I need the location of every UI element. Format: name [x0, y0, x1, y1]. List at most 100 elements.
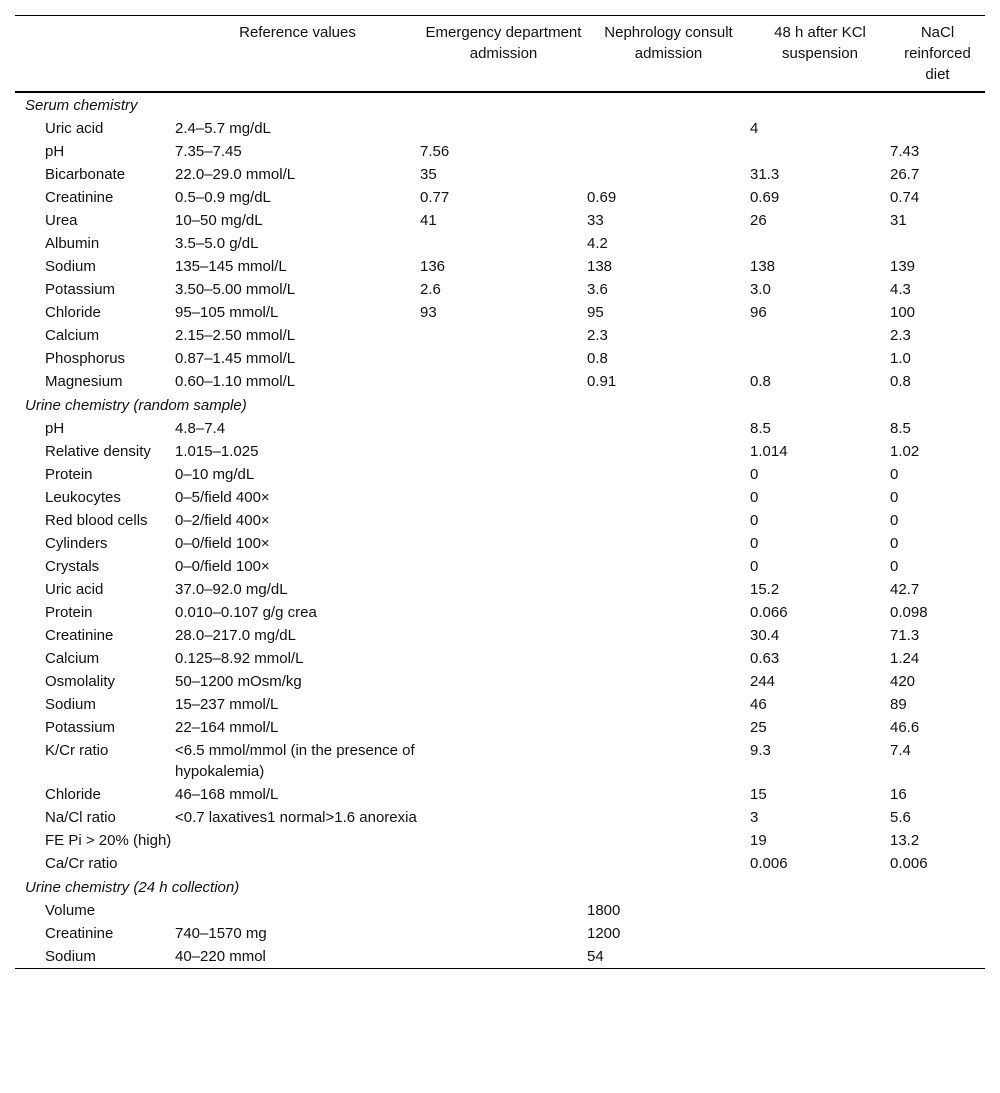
parameter: Calcium	[45, 327, 100, 344]
nacl-cell	[890, 922, 985, 945]
nephrology-cell: 1200	[587, 925, 621, 942]
kcl-cell: 15.2	[750, 581, 780, 598]
reference-cell: 37.0–92.0 mg/dL	[175, 581, 288, 598]
section-row: Urine chemistry (24 h collection)	[15, 875, 985, 899]
parameter: Uric acid	[45, 581, 104, 598]
ed-cell	[420, 783, 587, 806]
ed-cell	[420, 922, 587, 945]
kcl-cell: 0.69	[750, 189, 780, 206]
nephrology-cell	[587, 509, 750, 532]
ed-cell: 41	[420, 212, 437, 229]
table-header: Reference values Emergency department adm…	[15, 16, 985, 93]
nephrology-cell: 4.2	[587, 235, 608, 252]
section-row: Serum chemistry	[15, 92, 985, 117]
reference-cell: 0–2/field 400×	[175, 512, 270, 529]
reference-cell: 22–164 mmol/L	[175, 719, 279, 736]
data-row: Relative density 1.015–1.025 1.014 1.02	[15, 440, 985, 463]
data-row: Chloride 46–168 mmol/L 15 16	[15, 783, 985, 806]
section-row: Urine chemistry (random sample)	[15, 393, 985, 417]
kcl-cell	[750, 899, 890, 922]
kcl-cell: 8.5	[750, 420, 771, 437]
data-row: Chloride 95–105 mmol/L 93 95 96 100	[15, 301, 985, 324]
kcl-cell	[750, 140, 890, 163]
nacl-cell: 0	[890, 558, 899, 575]
ed-cell	[420, 852, 587, 875]
data-row: Protein 0–10 mg/dL 0 0	[15, 463, 985, 486]
kcl-cell: 0	[750, 535, 759, 552]
nacl-cell: 100	[890, 304, 916, 321]
data-row: Creatinine 0.5–0.9 mg/dL 0.77 0.69 0.69 0.74	[15, 186, 985, 209]
reference-cell: 40–220 mmol	[175, 948, 266, 965]
data-row: Magnesium 0.60–1.10 mmol/L 0.91 0.8 0.8	[15, 370, 985, 393]
reference-cell: 46–168 mmol/L	[175, 786, 279, 803]
nephrology-cell: 0.91	[587, 373, 617, 390]
parameter: Magnesium	[45, 373, 123, 390]
lab-table: Reference values Emergency department adm…	[15, 15, 985, 969]
data-row: Bicarbonate 22.0–29.0 mmol/L 35 31.3 26.7	[15, 163, 985, 186]
reference-cell: 28.0–217.0 mg/dL	[175, 627, 296, 644]
kcl-cell: 0	[750, 489, 759, 506]
nacl-cell: 0.8	[890, 373, 911, 390]
ed-cell	[420, 440, 587, 463]
parameter: pH	[45, 420, 65, 437]
reference-cell: 95–105 mmol/L	[175, 304, 279, 321]
ed-cell	[420, 463, 587, 486]
reference-cell: 2.15–2.50 mmol/L	[175, 327, 296, 344]
parameter: Osmolality	[45, 673, 116, 690]
ed-cell	[420, 347, 587, 370]
data-row: Cylinders 0–0/field 100× 0 0	[15, 532, 985, 555]
reference-cell: 0–0/field 100×	[175, 535, 270, 552]
data-row: Sodium 40–220 mmol 54	[15, 945, 985, 969]
kcl-cell: 96	[750, 304, 767, 321]
kcl-cell: 31.3	[750, 166, 780, 183]
parameter: Creatinine	[45, 627, 114, 644]
ed-cell	[420, 739, 587, 783]
nacl-cell: 0	[890, 512, 899, 529]
nephrology-cell	[587, 486, 750, 509]
ed-cell	[420, 693, 587, 716]
data-row: Volume 1800	[15, 899, 985, 922]
nacl-cell: 420	[890, 673, 916, 690]
parameter: Leukocytes	[45, 489, 121, 506]
kcl-cell: 0.8	[750, 373, 771, 390]
data-row: Crystals 0–0/field 100× 0 0	[15, 555, 985, 578]
nephrology-cell	[587, 578, 750, 601]
ed-cell	[420, 578, 587, 601]
parameter: Potassium	[45, 281, 116, 298]
parameter: Sodium	[45, 948, 96, 965]
data-row: Creatinine 28.0–217.0 mg/dL 30.4 71.3	[15, 624, 985, 647]
data-row: Leukocytes 0–5/field 400× 0 0	[15, 486, 985, 509]
nacl-cell: 8.5	[890, 420, 911, 437]
nephrology-cell: 2.3	[587, 327, 608, 344]
data-row: K/Cr ratio <6.5 mmol/mmol (in the presenc…	[15, 739, 985, 783]
reference-cell: 22.0–29.0 mmol/L	[175, 166, 296, 183]
header-cell	[15, 16, 175, 93]
parameter: FE Pi > 20% (high)	[45, 832, 172, 849]
nacl-cell	[890, 945, 985, 969]
ed-cell: 136	[420, 258, 446, 275]
reference-cell: <6.5 mmol/mmol (in the presence of hypok…	[175, 742, 415, 780]
kcl-cell: 0	[750, 466, 759, 483]
parameter: Potassium	[45, 719, 116, 736]
ed-cell	[420, 829, 587, 852]
kcl-cell	[750, 347, 890, 370]
kcl-cell: 0	[750, 512, 759, 529]
reference-cell	[175, 899, 420, 922]
nacl-cell	[890, 117, 985, 140]
kcl-cell: 3.0	[750, 281, 771, 298]
reference-cell: <0.7 laxatives1 normal>1.6 anorexia	[175, 809, 417, 826]
kcl-cell: 30.4	[750, 627, 780, 644]
kcl-cell	[750, 922, 890, 945]
reference-cell: 0.125–8.92 mmol/L	[175, 650, 304, 667]
reference-cell: 1.015–1.025	[175, 443, 259, 460]
data-row: Potassium 22–164 mmol/L 25 46.6	[15, 716, 985, 739]
nacl-cell: 31	[890, 212, 907, 229]
section-title: Urine chemistry (24 h collection)	[25, 879, 240, 896]
parameter: Creatinine	[45, 189, 114, 206]
ed-cell: 2.6	[420, 281, 441, 298]
nacl-cell	[890, 899, 985, 922]
ed-cell	[420, 945, 587, 969]
data-row: pH 7.35–7.45 7.56 7.43	[15, 140, 985, 163]
parameter: Ca/Cr ratio	[45, 855, 118, 872]
column-header: Nephrology consult admission	[604, 24, 733, 62]
